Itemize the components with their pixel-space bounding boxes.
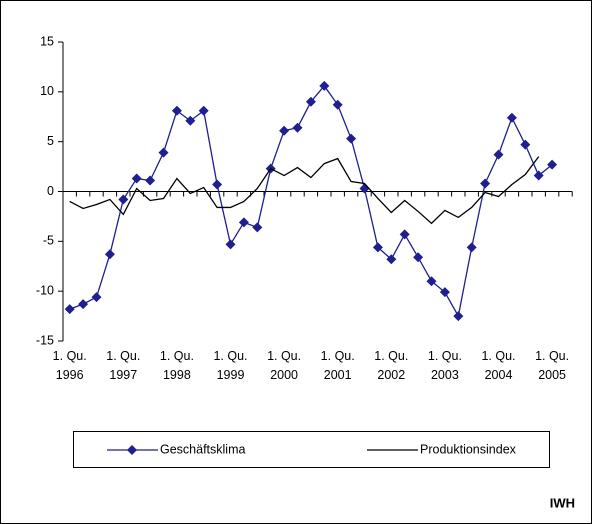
x-tick-label-line: 2004 xyxy=(485,368,513,382)
y-tick-label: -10 xyxy=(36,283,54,297)
x-tick-label: 1. Qu. 2003 xyxy=(428,349,462,382)
x-tick-label-line: 2005 xyxy=(538,368,566,382)
data-point xyxy=(547,159,558,170)
x-tick-label: 1. Qu. 1998 xyxy=(160,349,194,382)
y-tick-label: -5 xyxy=(43,234,54,248)
x-tick-label: 1. Qu. 2002 xyxy=(374,349,408,382)
x-tick-label-line: 1998 xyxy=(163,368,191,382)
data-point xyxy=(346,133,357,144)
x-tick-label-line: 1. Qu. xyxy=(267,349,301,363)
data-point xyxy=(78,299,89,310)
x-tick-label-line: 2003 xyxy=(431,368,459,382)
data-point xyxy=(426,276,437,287)
data-point xyxy=(118,194,129,205)
data-point xyxy=(198,105,209,116)
y-tick-label: 5 xyxy=(47,134,54,148)
x-tick-label-line: 1. Qu. xyxy=(374,349,408,363)
x-tick-label-line: 1. Qu. xyxy=(481,349,515,363)
x-tick-label-line: 2002 xyxy=(377,368,405,382)
data-point xyxy=(493,149,504,160)
data-point xyxy=(453,311,464,322)
data-point xyxy=(91,292,102,303)
data-point xyxy=(319,80,330,91)
x-tick-label: 1. Qu. 1999 xyxy=(213,349,247,382)
data-point xyxy=(520,139,531,150)
data-point xyxy=(332,99,343,110)
x-tick-label-line: 1996 xyxy=(56,368,84,382)
x-tick-label-line: 1. Qu. xyxy=(160,349,194,363)
data-point xyxy=(225,239,236,250)
data-point xyxy=(439,287,450,298)
x-tick-label-line: 1. Qu. xyxy=(53,349,87,363)
data-point xyxy=(158,147,169,158)
data-point xyxy=(292,122,303,133)
data-point xyxy=(131,173,142,184)
data-point xyxy=(386,254,397,265)
data-point xyxy=(171,105,182,116)
x-tick-label-line: 2000 xyxy=(270,368,298,382)
legend-label: Geschäftsklima xyxy=(160,442,245,456)
data-point xyxy=(399,229,410,240)
x-tick-label-line: 2001 xyxy=(324,368,352,382)
x-tick-label-line: 1. Qu. xyxy=(321,349,355,363)
x-tick-label-line: 1. Qu. xyxy=(106,349,140,363)
data-point xyxy=(305,96,316,107)
x-tick-label: 1. Qu. 2000 xyxy=(267,349,301,382)
legend-marker xyxy=(127,445,137,455)
y-tick-label: 15 xyxy=(40,34,54,48)
data-point xyxy=(252,222,263,233)
data-point xyxy=(145,175,156,186)
x-tick-label: 1. Qu. 1996 xyxy=(53,349,87,382)
x-tick-label-line: 1. Qu. xyxy=(535,349,569,363)
data-point xyxy=(466,242,477,253)
y-tick-label: 10 xyxy=(40,84,54,98)
data-point xyxy=(238,217,249,228)
data-point xyxy=(104,249,115,260)
data-point xyxy=(372,242,383,253)
series-line xyxy=(69,156,540,225)
data-point xyxy=(506,112,517,123)
x-tick-label: 1. Qu. 1997 xyxy=(106,349,140,382)
y-tick-label: 0 xyxy=(47,184,54,198)
source-label: IWH xyxy=(550,495,575,510)
data-point xyxy=(413,252,424,263)
data-point xyxy=(533,170,544,181)
data-point xyxy=(279,125,290,136)
x-tick-label-line: 1. Qu. xyxy=(213,349,247,363)
x-tick-label: 1. Qu. 2005 xyxy=(535,349,569,382)
x-tick-label-line: 1997 xyxy=(109,368,137,382)
data-point xyxy=(212,179,223,190)
y-tick-label: -15 xyxy=(36,333,54,347)
x-tick-label: 1. Qu. 2001 xyxy=(321,349,355,382)
x-tick-label-line: 1999 xyxy=(217,368,245,382)
legend-label: Produktionsindex xyxy=(420,442,517,456)
data-point xyxy=(64,304,75,315)
data-point xyxy=(480,178,491,189)
x-tick-label: 1. Qu. 2004 xyxy=(481,349,515,382)
x-tick-label-line: 1. Qu. xyxy=(428,349,462,363)
data-point xyxy=(185,115,196,126)
